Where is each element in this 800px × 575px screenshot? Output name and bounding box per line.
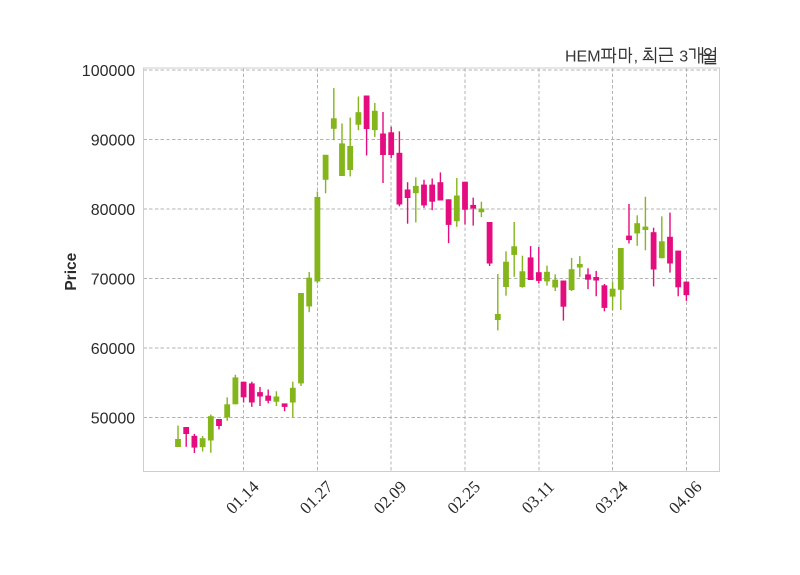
- svg-text:50000: 50000: [91, 411, 136, 428]
- svg-text:100000: 100000: [82, 63, 135, 80]
- svg-text:HEM: HEM: [565, 49, 601, 66]
- svg-text:70000: 70000: [91, 272, 136, 289]
- svg-text:,: ,: [634, 49, 638, 66]
- svg-text:90000: 90000: [91, 133, 136, 150]
- svg-text:3: 3: [679, 49, 688, 66]
- svg-text:Price: Price: [63, 252, 80, 290]
- svg-text:80000: 80000: [91, 202, 136, 219]
- svg-text:60000: 60000: [91, 341, 136, 358]
